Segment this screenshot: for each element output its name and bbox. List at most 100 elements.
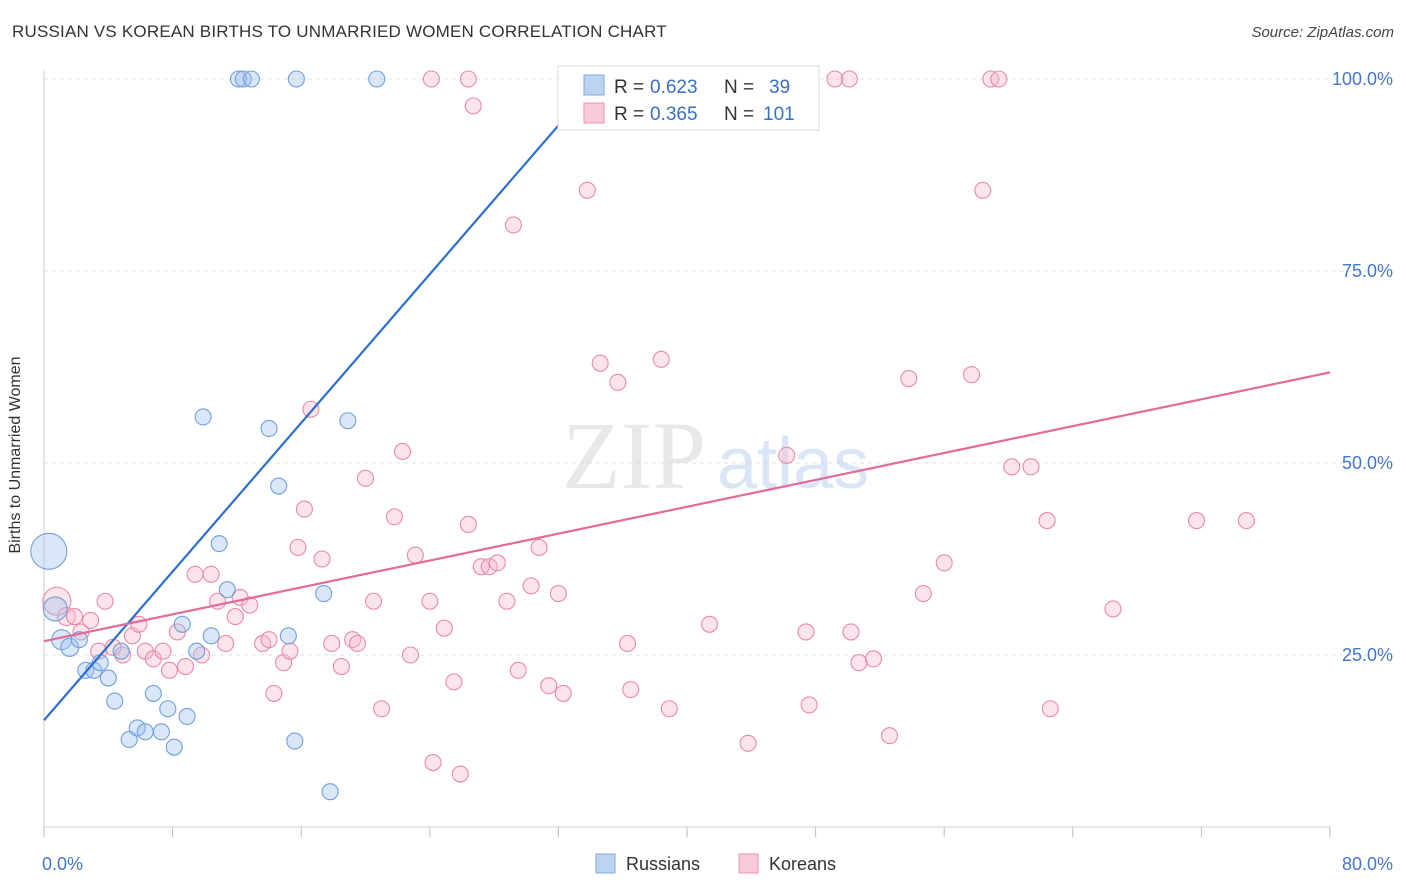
russian-point [270, 477, 288, 495]
chart-title: RUSSIAN VS KOREAN BIRTHS TO UNMARRIED WO… [12, 22, 667, 41]
russian-point [286, 732, 304, 750]
korean-point [217, 634, 235, 653]
y-tick-label: 25.0% [1342, 645, 1393, 665]
x-tick-label: 0.0% [42, 854, 83, 874]
korean-point [974, 181, 992, 199]
korean-point [1237, 512, 1255, 530]
korean-point [660, 700, 678, 718]
korean-point [480, 558, 498, 576]
russian-point [315, 585, 333, 603]
korean-point [154, 642, 172, 660]
korean-point [962, 366, 981, 384]
korean-point [176, 657, 195, 676]
source-label: Source: ZipAtlas.com [1251, 24, 1394, 41]
korean-point [622, 681, 640, 699]
korean-point [289, 538, 307, 557]
korean-point [739, 734, 757, 752]
korean-point [295, 500, 313, 518]
korean-point [435, 619, 453, 637]
russian-point [218, 581, 236, 599]
watermark-zip: ZIP [562, 402, 706, 509]
korean-point [1104, 600, 1122, 618]
korean-point [393, 442, 412, 461]
legend-swatch-koreans [583, 102, 605, 124]
series-legend-label-koreans[interactable]: Koreans [769, 854, 836, 874]
russian-point [42, 596, 68, 622]
legend-swatch-russians [583, 74, 605, 96]
korean-point [778, 446, 796, 464]
russian-point [112, 642, 130, 660]
korean-point [373, 700, 391, 718]
korean-point [840, 70, 858, 88]
korean-point [700, 615, 719, 633]
legend-r-value-koreans: 0.365 [650, 104, 698, 125]
russian-point [106, 692, 124, 710]
russian-point [287, 70, 305, 88]
russian-point [188, 642, 206, 660]
russian-point [173, 615, 191, 633]
correlation-legend: R = 0.623 N = 39 R = 0.365 N = 101 [557, 65, 820, 131]
legend-n-label-russians: N = [724, 77, 759, 98]
russian-point [229, 70, 248, 88]
korean-point [1188, 512, 1206, 530]
y-tick-label: 75.0% [1342, 261, 1393, 281]
x-tick-label: 80.0% [1342, 854, 1393, 874]
korean-point [540, 677, 558, 695]
korean-point [935, 554, 953, 572]
korean-point [385, 508, 403, 526]
korean-point [522, 577, 540, 595]
korean-point [65, 608, 84, 626]
korean-point [864, 650, 883, 668]
korean-point [504, 216, 522, 234]
russian-point [136, 723, 154, 741]
korean-point [160, 661, 178, 679]
korean-point [186, 565, 204, 583]
russian-point [178, 707, 196, 725]
koreans-trend-line [43, 371, 1331, 643]
series-legend: Russians Koreans [595, 853, 836, 874]
y-tick-label: 50.0% [1342, 453, 1393, 473]
series-legend-swatch-koreans[interactable] [738, 853, 759, 874]
korean-point [459, 70, 477, 88]
korean-point [488, 554, 506, 572]
korean-point [914, 585, 932, 603]
korean-point [652, 350, 670, 368]
korean-point [1003, 458, 1021, 476]
korean-point [323, 634, 341, 653]
korean-point [464, 97, 482, 115]
korean-point [226, 608, 244, 626]
korean-point [990, 70, 1008, 88]
watermark: ZIP atlas [562, 402, 869, 509]
russian-point [260, 419, 278, 437]
legend-r-label-russians: R = [614, 77, 649, 98]
russian-point [339, 412, 357, 430]
korean-point [800, 696, 818, 714]
legend-r-value-russians: 0.623 [650, 77, 698, 98]
legend-n-value-russians: 39 [769, 77, 790, 98]
korean-point [880, 727, 899, 745]
korean-point [618, 634, 637, 653]
korean-point [445, 673, 463, 691]
russians-trend-line [43, 78, 600, 721]
korean-point [356, 469, 375, 487]
korean-point [332, 657, 350, 676]
gridlines [44, 78, 1378, 656]
series-legend-label-russians[interactable]: Russians [626, 854, 700, 874]
russian-point [279, 627, 297, 645]
korean-point [401, 646, 420, 664]
korean-point [302, 400, 320, 418]
tick-labels: 25.0% 50.0% 75.0% 100.0% 0.0% 80.0% [42, 69, 1393, 874]
data-points [30, 70, 1255, 801]
korean-point [1038, 512, 1056, 530]
korean-point [424, 753, 442, 772]
korean-point [406, 546, 424, 564]
legend-n-label-koreans: N = [724, 104, 759, 125]
korean-point [842, 623, 860, 641]
korean-point [797, 623, 815, 641]
series-legend-swatch-russians[interactable] [595, 853, 616, 874]
legend-n-value-koreans: 101 [763, 104, 795, 125]
watermark-atlas: atlas [717, 424, 869, 504]
korean-point [82, 611, 100, 629]
russian-point [30, 532, 68, 570]
russian-point [194, 408, 212, 426]
